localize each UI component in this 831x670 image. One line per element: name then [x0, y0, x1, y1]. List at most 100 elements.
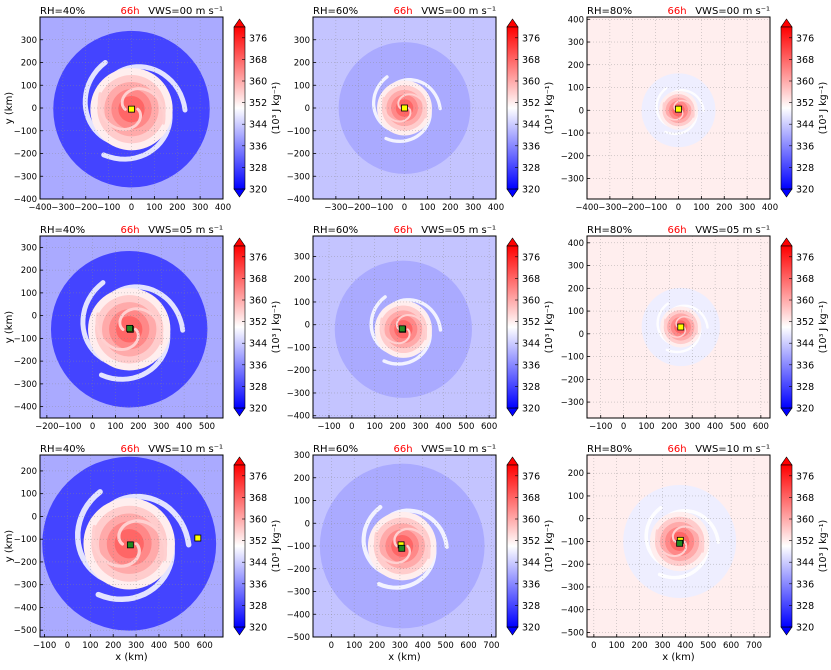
- field-inner-band: [118, 307, 164, 345]
- colorbar-tick-label: 328: [249, 163, 267, 174]
- x-tick-label: −300: [324, 203, 347, 213]
- panel-time-label: 66h: [667, 225, 686, 236]
- x-tick-label: 300: [465, 203, 481, 213]
- panel-6: [587, 236, 770, 418]
- colorbar-extend-bottom: [506, 188, 519, 198]
- panel-vws-label: VWS=10 m s⁻¹: [695, 444, 770, 455]
- colorbar-tick-label: 368: [522, 493, 540, 504]
- x-tick-label: −400: [28, 203, 51, 213]
- x-tick-label: −100: [589, 422, 612, 432]
- x-axis-label: x (km): [115, 652, 148, 663]
- colorbar-tick-label: 336: [796, 141, 814, 152]
- colorbar: [506, 26, 519, 190]
- colorbar-tick-label: 336: [796, 579, 814, 590]
- y-tick-label: 100: [568, 307, 584, 317]
- y-tick-label: −400: [14, 603, 37, 613]
- x-tick-label: 400: [707, 422, 723, 432]
- colorbar-tick-label: 352: [522, 536, 540, 547]
- x-tick-label: −400: [575, 203, 598, 213]
- y-tick-label: −100: [14, 535, 37, 545]
- x-tick-label: 0: [90, 422, 95, 432]
- colorbar-extend-bottom: [780, 188, 793, 198]
- y-tick-label: 100: [294, 81, 310, 91]
- y-tick-label: −200: [287, 150, 310, 160]
- x-tick-label: 400: [435, 422, 451, 432]
- x-tick-label: 100: [693, 203, 709, 213]
- panel-time-label: 66h: [120, 225, 139, 236]
- x-tick-label: 100: [107, 422, 123, 432]
- y-tick-label: −100: [561, 353, 584, 363]
- x-tick-label: −200: [347, 203, 370, 213]
- colorbar-label: (10³ J kg⁻¹): [271, 301, 282, 354]
- center-marker-yellow: [194, 534, 202, 542]
- x-tick-label: 300: [153, 422, 169, 432]
- y-tick-label: 300: [21, 36, 37, 46]
- y-tick-label: −200: [14, 150, 37, 160]
- y-tick-label: 200: [294, 474, 310, 484]
- colorbar-tick-label: 360: [249, 296, 267, 307]
- y-tick-label: −500: [561, 628, 584, 638]
- colorbar-tick-label: 320: [796, 623, 814, 634]
- colorbar-tick-label: 320: [249, 185, 267, 196]
- x-tick-label: −300: [51, 203, 74, 213]
- x-tick-label: 700: [483, 641, 499, 651]
- y-tick-label: −300: [287, 389, 310, 399]
- center-marker-green: [398, 544, 406, 552]
- colorbar: [780, 245, 793, 409]
- x-tick-label: 400: [215, 203, 231, 213]
- colorbar-tick-label: 360: [522, 296, 540, 307]
- colorbar-tick-label: 376: [249, 33, 267, 44]
- y-tick-label: 200: [568, 284, 584, 294]
- y-axis-label: y (km): [4, 92, 15, 125]
- colorbar-tick-label: 344: [796, 558, 814, 569]
- field-inner-band: [382, 96, 412, 123]
- x-tick-label: 0: [676, 203, 681, 213]
- colorbar-tick-label: 368: [522, 274, 540, 285]
- x-tick-label: 0: [349, 422, 354, 432]
- field-inner-band: [393, 527, 431, 560]
- center-marker-green: [398, 325, 406, 333]
- colorbar-extend-bottom: [780, 407, 793, 417]
- y-tick-label: 200: [294, 275, 310, 285]
- y-tick-label: −200: [14, 558, 37, 568]
- y-tick-label: 300: [568, 262, 584, 272]
- colorbar-tick-label: 376: [796, 471, 814, 482]
- colorbar-tick-label: 328: [522, 382, 540, 393]
- y-tick-label: −300: [287, 588, 310, 598]
- x-tick-label: −100: [317, 422, 340, 432]
- panel-vws-label: VWS=00 m s⁻¹: [695, 6, 770, 17]
- colorbar-extend-bottom: [233, 407, 246, 417]
- colorbar-tick-label: 368: [796, 55, 814, 66]
- y-tick-label: 0: [305, 519, 310, 529]
- panel-frame: [586, 454, 771, 638]
- y-tick-label: 300: [568, 38, 584, 48]
- y-tick-label: −300: [14, 581, 37, 591]
- y-tick-label: −200: [287, 366, 310, 376]
- x-tick-label: 200: [390, 422, 406, 432]
- colorbar-tick-label: 368: [522, 55, 540, 66]
- panel-vws-label: VWS=05 m s⁻¹: [421, 225, 496, 236]
- x-tick-label: 300: [192, 203, 208, 213]
- colorbar-tick-label: 320: [796, 185, 814, 196]
- y-tick-label: −300: [14, 172, 37, 182]
- colorbar-tick-label: 376: [522, 252, 540, 263]
- panel-rh-label: RH=80%: [587, 444, 632, 455]
- colorbar-tick-label: 360: [796, 515, 814, 526]
- field-inner-band: [662, 102, 684, 121]
- colorbar-tick-label: 344: [249, 558, 267, 569]
- x-tick-label: 500: [458, 422, 474, 432]
- x-tick-label: 300: [654, 641, 670, 651]
- center-marker-yellow: [677, 323, 685, 331]
- y-tick-label: −400: [14, 195, 37, 205]
- x-tick-label: 200: [442, 203, 458, 213]
- panel-time-label: 66h: [120, 444, 139, 455]
- x-tick-label: −200: [35, 422, 58, 432]
- colorbar-tick-label: 360: [249, 77, 267, 88]
- y-tick-label: 300: [294, 252, 310, 262]
- y-tick-label: 0: [32, 104, 37, 114]
- colorbar-extend-bottom: [506, 626, 519, 636]
- field-inner-band: [120, 87, 166, 125]
- x-tick-label: −100: [370, 203, 393, 213]
- panel-rh-label: RH=80%: [587, 225, 632, 236]
